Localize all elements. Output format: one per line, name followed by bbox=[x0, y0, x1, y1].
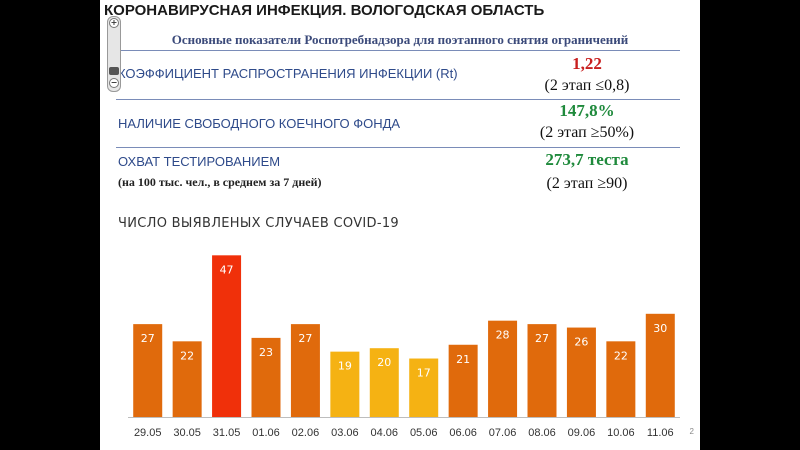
x-tick-label: 02.06 bbox=[292, 427, 320, 439]
bar-value-label: 28 bbox=[496, 329, 510, 342]
bar-value-label: 22 bbox=[614, 349, 628, 362]
indicator-testing-note: (на 100 тыс. чел., в среднем за 7 дней) bbox=[118, 175, 322, 189]
bar-value-label: 30 bbox=[653, 322, 667, 335]
bar-value-label: 26 bbox=[574, 336, 588, 349]
x-tick-label: 29.05 bbox=[134, 427, 162, 439]
bar bbox=[645, 313, 675, 417]
x-tick-label: 09.06 bbox=[568, 427, 596, 439]
page-number: 2 bbox=[689, 427, 694, 436]
bar-value-label: 21 bbox=[456, 353, 470, 366]
bar bbox=[409, 358, 439, 417]
bar-value-label: 17 bbox=[417, 367, 431, 380]
x-tick-label: 03.06 bbox=[331, 427, 359, 439]
indicator-beds-label: НАЛИЧИЕ СВОБОДНОГО КОЕЧНОГО ФОНДА bbox=[118, 116, 401, 131]
slide-subtitle: Основные показатели Роспотребнадзора для… bbox=[171, 32, 629, 47]
x-tick-label: 08.06 bbox=[528, 427, 556, 439]
x-tick-label: 05.06 bbox=[410, 427, 438, 439]
bar bbox=[330, 351, 360, 417]
indicator-rt-target: (2 этап ≤0,8) bbox=[544, 77, 630, 94]
x-tick-label: 11.06 bbox=[647, 427, 674, 439]
indicator-testing-target: (2 этап ≥90) bbox=[546, 175, 628, 192]
bar-value-label: 27 bbox=[535, 332, 549, 345]
x-tick-label: 04.06 bbox=[371, 427, 399, 439]
bar bbox=[527, 324, 557, 417]
divider bbox=[116, 50, 680, 51]
bar-value-label: 27 bbox=[298, 332, 312, 345]
x-tick-label: 01.06 bbox=[252, 427, 280, 439]
indicator-rt-label: КОЭФФИЦИЕНТ РАСПРОСТРАНЕНИЯ ИНФЕКЦИИ (Rt… bbox=[118, 66, 458, 81]
bar-value-label: 27 bbox=[141, 332, 155, 345]
bar-value-label: 20 bbox=[377, 356, 391, 369]
bar-value-label: 19 bbox=[338, 360, 352, 373]
zoom-out-icon[interactable]: − bbox=[109, 78, 119, 88]
bar bbox=[172, 341, 202, 417]
bar bbox=[251, 337, 281, 417]
bar bbox=[290, 324, 320, 417]
slide-title: КОРОНАВИРУСНАЯ ИНФЕКЦИЯ. ВОЛОГОДСКАЯ ОБЛ… bbox=[104, 2, 545, 19]
indicator-testing-value: 273,7 теста bbox=[545, 150, 629, 169]
x-tick-label: 10.06 bbox=[607, 427, 635, 439]
indicator-beds-value: 147,8% bbox=[559, 101, 615, 120]
divider bbox=[116, 99, 680, 100]
indicator-testing-label: ОХВАТ ТЕСТИРОВАНИЕМ bbox=[118, 154, 281, 169]
bar bbox=[133, 324, 163, 417]
slide: КОРОНАВИРУСНАЯ ИНФЕКЦИЯ. ВОЛОГОДСКАЯ ОБЛ… bbox=[100, 0, 700, 450]
bar bbox=[212, 255, 242, 417]
indicator-rt-value: 1,22 bbox=[572, 54, 602, 73]
x-tick-label: 07.06 bbox=[489, 427, 517, 439]
slider-thumb-icon[interactable] bbox=[109, 67, 119, 75]
x-tick-label: 30.05 bbox=[173, 427, 201, 439]
bar-value-label: 47 bbox=[220, 263, 234, 276]
bar bbox=[566, 327, 596, 417]
zoom-slider[interactable]: + − bbox=[107, 16, 121, 92]
bar bbox=[369, 348, 399, 417]
indicator-beds-target: (2 этап ≥50%) bbox=[539, 124, 635, 141]
zoom-in-icon[interactable]: + bbox=[109, 18, 119, 28]
x-tick-label: 31.05 bbox=[213, 427, 241, 439]
chart-title: ЧИСЛО ВЫЯВЛЕНЫХ СЛУЧАЕВ COVID-19 bbox=[118, 216, 399, 231]
bar bbox=[606, 341, 636, 417]
bar-value-label: 22 bbox=[180, 349, 194, 362]
x-tick-label: 06.06 bbox=[449, 427, 477, 439]
bar bbox=[488, 320, 518, 417]
divider bbox=[116, 147, 680, 148]
bar bbox=[448, 344, 478, 417]
cases-bar-chart: 27 29.05 22 30.05 47 31.05 23 01.06 27 02.06 19 03.… bbox=[128, 255, 680, 439]
bar-value-label: 23 bbox=[259, 346, 273, 359]
